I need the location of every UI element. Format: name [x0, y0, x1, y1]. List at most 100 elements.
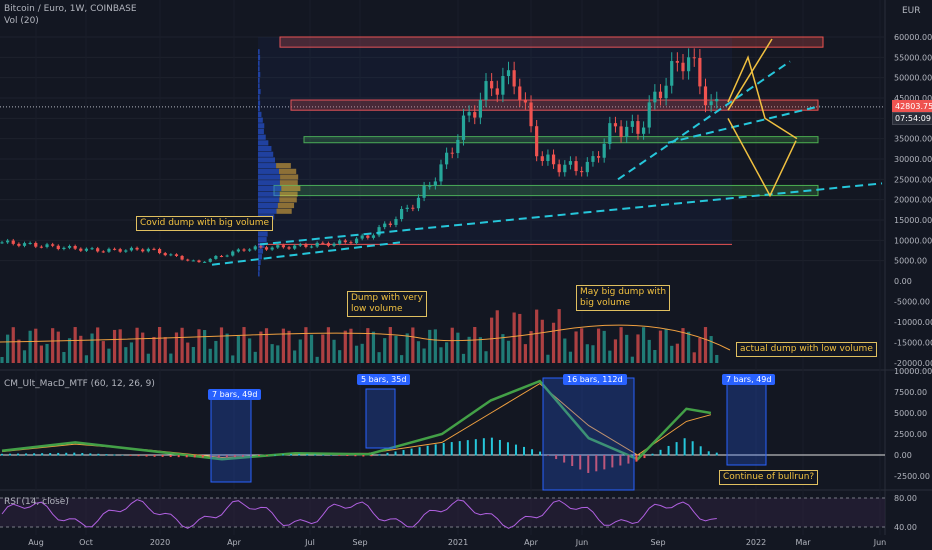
- volume-bar-105: [591, 345, 594, 363]
- volume-profile-bar-alt-15: [281, 186, 300, 191]
- candle-body-53: [299, 244, 302, 245]
- candle-body-35: [197, 260, 200, 262]
- volume-bar-1: [6, 335, 9, 363]
- volume-profile-bar-alt-17: [280, 174, 298, 179]
- volume-profile-bar-alt-19: [276, 163, 291, 168]
- volume-bar-113: [636, 334, 639, 363]
- macd-hist-bar-3: [25, 453, 27, 455]
- volume-bar-15: [85, 355, 88, 363]
- volume-bar-22: [124, 347, 127, 363]
- candle-body-85: [479, 100, 482, 118]
- macd-indicator-label[interactable]: CM_Ult_MacD_MTF (60, 12, 26, 9): [4, 379, 155, 389]
- rsi-indicator-label[interactable]: RSI (14, close): [4, 497, 69, 507]
- macd-hist-bar-20: [162, 455, 164, 457]
- macd-hist-bar-81: [652, 454, 654, 456]
- macd-tick-4: 0.00: [894, 451, 912, 460]
- candle-body-100: [563, 165, 566, 172]
- volume-profile-bar-20: [258, 157, 275, 162]
- volume-bar-119: [670, 346, 673, 363]
- volume-bar-80: [451, 328, 454, 363]
- volume-bar-33: [186, 343, 189, 363]
- volume-bar-114: [642, 327, 645, 363]
- volume-profile-bar-alt-13: [279, 197, 296, 202]
- volume-bar-86: [484, 351, 487, 363]
- candle-body-60: [338, 240, 341, 243]
- volume-bar-44: [248, 338, 251, 363]
- volume-bar-0: [0, 357, 3, 363]
- time-tick-7: Apr: [524, 538, 539, 547]
- macd-tick-1: 7500.00: [894, 388, 927, 397]
- volume-bar-58: [327, 327, 330, 363]
- candle-body-93: [524, 100, 527, 103]
- volume-indicator-label[interactable]: Vol (20): [4, 16, 39, 26]
- bars-label-1: 7 bars, 49d: [208, 389, 261, 400]
- candle-body-107: [603, 144, 606, 158]
- candle-body-72: [406, 208, 409, 209]
- candle-body-49: [276, 245, 279, 247]
- macd-hist-bar-25: [202, 455, 204, 458]
- candle-body-67: [377, 227, 380, 235]
- macd-hist-bar-11: [89, 453, 91, 455]
- volume-bar-126: [710, 336, 713, 363]
- candle-body-47: [265, 247, 268, 249]
- candle-body-5: [29, 243, 32, 244]
- volume-bar-70: [394, 336, 397, 363]
- volume-bar-36: [203, 330, 206, 363]
- volume-bar-24: [135, 328, 138, 363]
- volume-bar-124: [698, 338, 701, 363]
- volume-tick-2: -10000.00: [894, 318, 932, 327]
- macd-hist-bar-89: [716, 453, 718, 456]
- price-tick-5: 30000.00: [894, 155, 932, 164]
- volume-profile-bar-32: [258, 89, 261, 94]
- macd-hist-bar-64: [515, 445, 517, 456]
- volume-profile-bar-35: [258, 72, 260, 77]
- candle-body-118: [665, 86, 668, 98]
- candle-body-24: [135, 248, 138, 250]
- projection-up: [728, 39, 772, 110]
- volume-bar-121: [681, 328, 684, 363]
- volume-profile-bar-alt-11: [277, 209, 292, 214]
- volume-profile-bar-36: [258, 66, 260, 71]
- volume-bar-34: [192, 347, 195, 363]
- candle-body-54: [304, 244, 307, 247]
- macd-hist-bar-57: [459, 441, 461, 455]
- candle-body-126: [710, 101, 713, 105]
- time-tick-12: Jun: [873, 538, 887, 547]
- candle-body-102: [574, 161, 577, 171]
- volume-profile-bar-alt-12: [278, 203, 294, 208]
- candle-body-95: [535, 126, 538, 156]
- volume-bar-94: [529, 331, 532, 363]
- volume-bar-11: [62, 352, 65, 363]
- rsi-tick-1: 40.00: [894, 523, 917, 532]
- volume-bar-66: [372, 332, 375, 363]
- macd-hist-bar-85: [684, 438, 686, 455]
- volume-bar-49: [276, 345, 279, 363]
- candle-body-36: [203, 262, 206, 263]
- candle-body-58: [327, 243, 330, 246]
- volume-bar-93: [524, 344, 527, 363]
- volume-tick-3: -15000.00: [894, 339, 932, 348]
- price-tick-1: 10000.00: [894, 236, 932, 245]
- volume-bar-104: [586, 344, 589, 363]
- volume-bar-77: [434, 329, 437, 363]
- volume-bar-45: [254, 352, 257, 363]
- candle-body-120: [676, 61, 679, 63]
- volume-bar-61: [344, 331, 347, 363]
- volume-bar-81: [456, 333, 459, 363]
- symbol-title[interactable]: Bitcoin / Euro, 1W, COINBASE: [4, 4, 137, 14]
- volume-bar-26: [147, 354, 150, 363]
- volume-bar-98: [552, 323, 555, 363]
- macd-hist-bar-21: [170, 455, 172, 457]
- macd-hist-bar-37: [298, 454, 300, 456]
- candle-body-15: [85, 249, 88, 251]
- macd-hist-bar-61: [491, 438, 493, 456]
- candle-body-65: [366, 236, 369, 238]
- candle-body-108: [608, 123, 611, 144]
- volume-bar-54: [304, 327, 307, 363]
- candle-body-83: [468, 112, 471, 115]
- volume-tick-0: 0.00: [894, 277, 912, 286]
- volume-bar-60: [338, 350, 341, 363]
- candle-body-87: [490, 81, 493, 88]
- bars-label-4: 7 bars, 49d: [722, 374, 775, 385]
- macd-hist-bar-88: [708, 451, 710, 455]
